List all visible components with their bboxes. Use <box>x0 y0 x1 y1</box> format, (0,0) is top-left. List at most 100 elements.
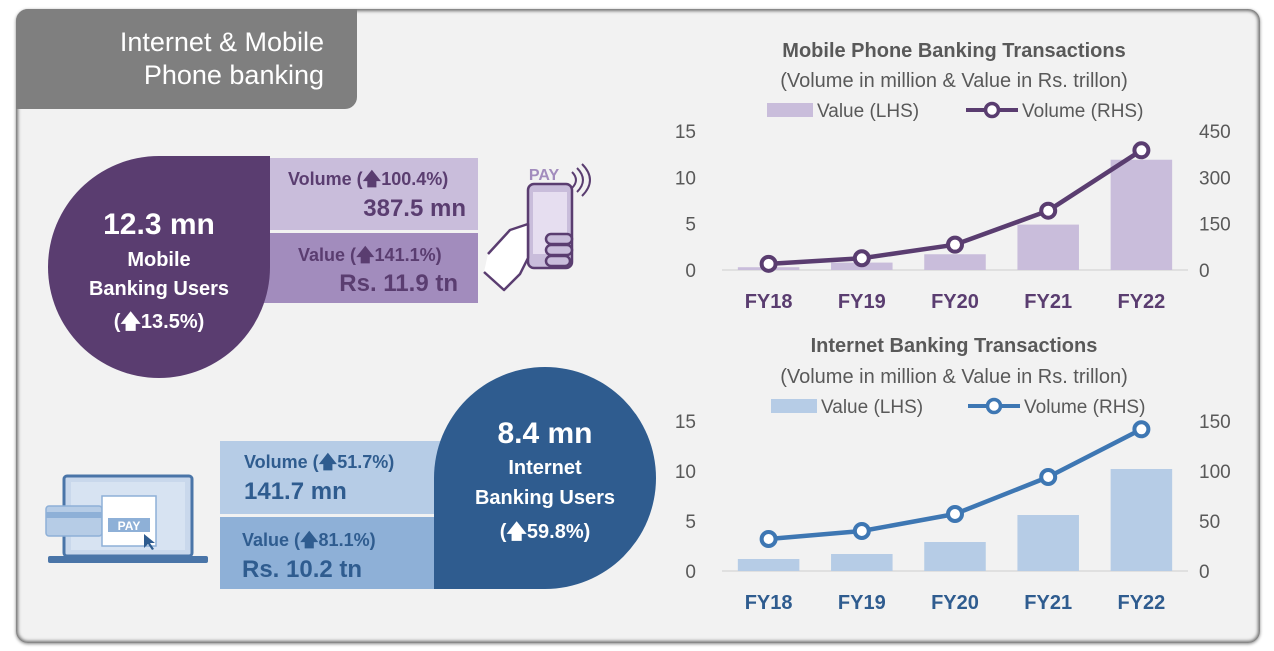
volume-point-fy18 <box>759 530 778 548</box>
x-axis-tick: FY21 <box>1024 592 1072 614</box>
internet-value-value: Rs. 10.2 tn <box>242 556 363 583</box>
internet-users-badge: 8.4 mn Internet Banking Users (🡅59.8%) <box>434 367 656 589</box>
legend-label-volume: Volume (RHS) <box>1024 397 1145 418</box>
mobile-value-value: Rs. 11.9 tn <box>339 270 458 297</box>
arrow-up-icon: 🡅 <box>300 530 319 550</box>
arrow-up-icon: 🡅 <box>506 521 527 543</box>
internet-users-change-prefix: ( <box>499 521 507 543</box>
x-axis-tick: FY22 <box>1117 592 1165 614</box>
left-axis-tick: 0 <box>685 261 696 282</box>
chart-subtitle: (Volume in million & Value in Rs. trillo… <box>780 70 1128 92</box>
mobile-volume-value: 387.5 mn <box>363 195 466 222</box>
legend-label-value: Value (LHS) <box>817 101 919 122</box>
volume-point-fy19 <box>852 522 871 540</box>
panel-title-box: Internet & Mobile Phone banking <box>16 9 357 109</box>
right-axis-tick: 50 <box>1199 512 1220 533</box>
right-axis-tick: 450 <box>1199 122 1231 143</box>
x-axis-tick: FY20 <box>931 592 979 614</box>
internet-users-change-line: (🡅59.8%) <box>434 517 656 551</box>
mobile-users-change-prefix: ( <box>113 311 121 333</box>
right-axis-tick: 150 <box>1199 215 1231 236</box>
internet-value-box: Value (🡅81.1%) Rs. 10.2 tn <box>220 517 446 589</box>
volume-point-fy20 <box>946 505 964 523</box>
legend-marker-volume <box>983 101 1001 119</box>
left-axis-tick: 10 <box>675 168 696 189</box>
value-bar-fy21 <box>1017 515 1079 571</box>
chart-subtitle: (Volume in million & Value in Rs. trillo… <box>780 366 1128 388</box>
mobile-users-change: 13.5%) <box>140 311 205 333</box>
laptop-pay-icon: PAY <box>45 474 208 563</box>
mobile-banking-chart: Mobile Phone Banking Transactions (Volume… <box>675 40 1231 313</box>
value-bar-fy22 <box>1110 159 1173 270</box>
left-axis-tick: 0 <box>685 562 696 583</box>
legend-swatch-value <box>771 399 817 413</box>
mobile-users-badge: 12.3 mn Mobile Banking Users (🡅13.5%) <box>48 156 270 378</box>
internet-value-change: 81.1%) <box>318 530 376 550</box>
volume-point-fy21 <box>1039 468 1058 486</box>
internet-users-label-1: Internet <box>508 457 582 479</box>
mobile-users-change-line: (🡅13.5%) <box>48 307 270 341</box>
mobile-value-box: Value (🡅141.1%) Rs. 11.9 tn <box>252 233 478 303</box>
internet-volume-label: Volume ( <box>244 452 319 472</box>
mobile-value-change: 141.1%) <box>374 245 442 265</box>
legend-label-volume: Volume (RHS) <box>1022 101 1143 122</box>
mobile-volume-label: Volume ( <box>288 169 363 189</box>
right-axis-tick: 100 <box>1199 462 1231 483</box>
mobile-value-label: Value ( <box>298 245 357 265</box>
x-axis-tick: FY22 <box>1117 291 1165 313</box>
mobile-volume-box: Volume (🡅100.4%) 387.5 mn <box>252 158 478 230</box>
internet-users-value: 8.4 mn <box>497 417 593 450</box>
chart-title: Internet Banking Transactions <box>811 335 1098 357</box>
volume-point-fy19 <box>852 249 871 268</box>
x-axis-tick: FY18 <box>745 592 793 614</box>
chart-title: Mobile Phone Banking Transactions <box>782 40 1125 62</box>
volume-point-fy22 <box>1132 420 1151 439</box>
x-axis-tick: FY18 <box>745 291 793 313</box>
right-axis-tick: 0 <box>1199 261 1210 282</box>
phone-pay-icon: PAY <box>483 163 591 292</box>
laptop-pay-text: PAY <box>118 519 141 533</box>
internet-users-change: 59.8%) <box>526 521 591 543</box>
x-axis-tick: FY19 <box>838 592 886 614</box>
volume-point-fy21 <box>1039 201 1058 220</box>
volume-point-fy22 <box>1132 141 1151 160</box>
value-bar-fy21 <box>1017 224 1079 270</box>
value-bar-fy20 <box>924 542 986 571</box>
right-axis-tick: 300 <box>1199 168 1231 189</box>
value-bar-fy19 <box>831 554 893 571</box>
legend-swatch-value <box>767 103 813 117</box>
left-axis-tick: 5 <box>685 215 696 236</box>
volume-point-fy18 <box>759 254 778 273</box>
internet-users-label-2: Banking Users <box>474 487 616 509</box>
internet-banking-chart: Internet Banking Transactions (Volume in … <box>675 335 1231 614</box>
arrow-up-icon: 🡅 <box>362 169 382 189</box>
volume-point-fy20 <box>946 235 964 254</box>
left-axis-tick: 5 <box>685 512 696 533</box>
right-axis-tick: 150 <box>1199 412 1231 433</box>
panel-title-line-1: Internet & Mobile <box>119 27 324 57</box>
legend-label-value: Value (LHS) <box>821 397 923 418</box>
mobile-users-value: 12.3 mn <box>103 208 215 241</box>
internet-volume-box: Volume (🡅51.7%) 141.7 mn <box>220 441 446 514</box>
mobile-users-label-2: Banking Users <box>88 278 230 300</box>
x-axis-tick: FY20 <box>931 291 979 313</box>
arrow-up-icon: 🡅 <box>318 452 338 472</box>
internet-volume-value: 141.7 mn <box>244 478 347 505</box>
right-axis-tick: 0 <box>1199 562 1210 583</box>
mobile-users-label-1: Mobile <box>127 249 191 271</box>
phone-pay-text: PAY <box>529 167 560 184</box>
legend-marker-volume <box>985 397 1003 415</box>
mobile-volume-change: 100.4%) <box>381 169 449 189</box>
arrow-up-icon: 🡅 <box>356 245 375 265</box>
internet-volume-change: 51.7%) <box>337 452 395 472</box>
left-axis-tick: 15 <box>675 122 696 143</box>
panel-title-line-2: Phone banking <box>143 60 324 90</box>
arrow-up-icon: 🡅 <box>120 311 141 333</box>
left-axis-tick: 15 <box>675 412 696 433</box>
x-axis-tick: FY21 <box>1024 291 1072 313</box>
left-axis-tick: 10 <box>675 462 696 483</box>
x-axis-tick: FY19 <box>838 291 886 313</box>
value-bar-fy18 <box>737 559 800 571</box>
value-bar-fy20 <box>924 254 986 270</box>
internet-value-label: Value ( <box>242 530 301 550</box>
